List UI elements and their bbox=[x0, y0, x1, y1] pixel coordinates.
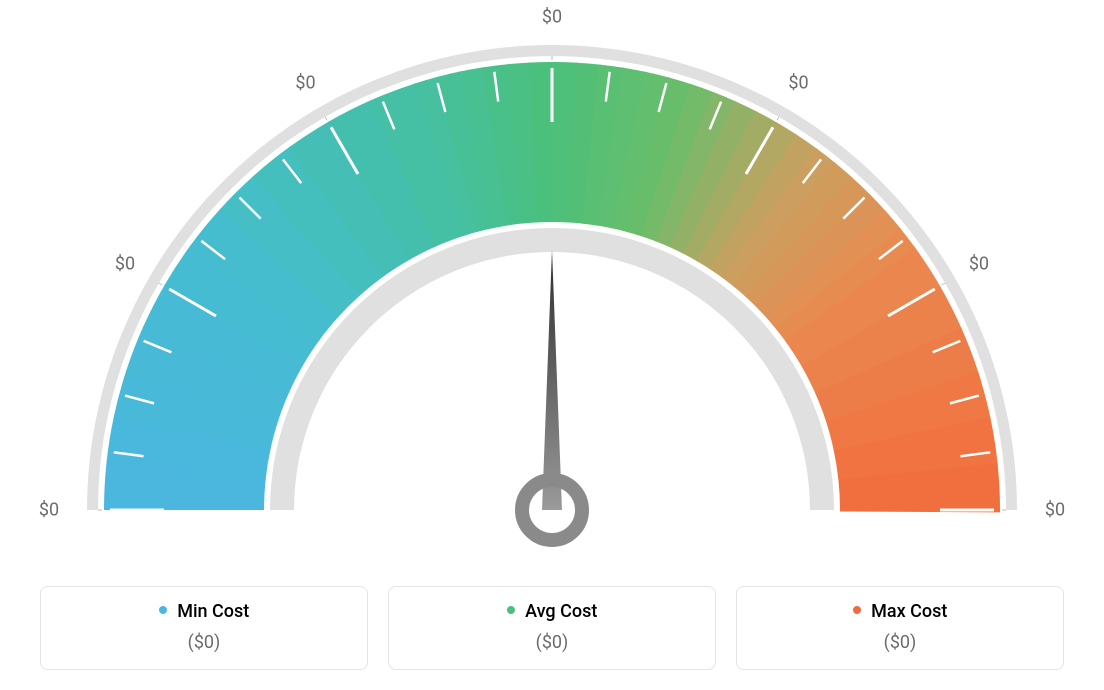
legend-value-max: ($0) bbox=[747, 632, 1053, 653]
gauge-tick-label: $0 bbox=[969, 253, 989, 274]
legend-title-avg: Avg Cost bbox=[399, 601, 705, 622]
legend-dot-max bbox=[853, 606, 861, 614]
legend-label-avg: Avg Cost bbox=[525, 601, 597, 622]
gauge-svg bbox=[0, 0, 1104, 560]
legend-card-min: Min Cost ($0) bbox=[40, 586, 368, 670]
legend-label-max: Max Cost bbox=[871, 601, 947, 622]
gauge-area: $0 $0 $0 $0 $0 $0 $0 bbox=[0, 0, 1104, 560]
gauge-tick-label: $0 bbox=[542, 7, 562, 28]
legend-card-avg: Avg Cost ($0) bbox=[388, 586, 716, 670]
legend-title-max: Max Cost bbox=[747, 601, 1053, 622]
legend-title-min: Min Cost bbox=[51, 601, 357, 622]
legend-dot-min bbox=[159, 606, 167, 614]
legend-value-min: ($0) bbox=[51, 632, 357, 653]
legend-dot-avg bbox=[507, 606, 515, 614]
gauge-tick-label: $0 bbox=[788, 73, 808, 94]
legend-label-min: Min Cost bbox=[177, 601, 249, 622]
legend-row: Min Cost ($0) Avg Cost ($0) Max Cost ($0… bbox=[40, 586, 1064, 670]
legend-card-max: Max Cost ($0) bbox=[736, 586, 1064, 670]
gauge-tick-label: $0 bbox=[295, 73, 315, 94]
gauge-tick-label: $0 bbox=[115, 253, 135, 274]
legend-value-avg: ($0) bbox=[399, 632, 705, 653]
gauge-tick-label: $0 bbox=[1045, 500, 1065, 521]
gauge-tick-label: $0 bbox=[39, 500, 59, 521]
gauge-chart-container: $0 $0 $0 $0 $0 $0 $0 Min Cost ($0) Avg Cost ($… bbox=[0, 0, 1104, 690]
